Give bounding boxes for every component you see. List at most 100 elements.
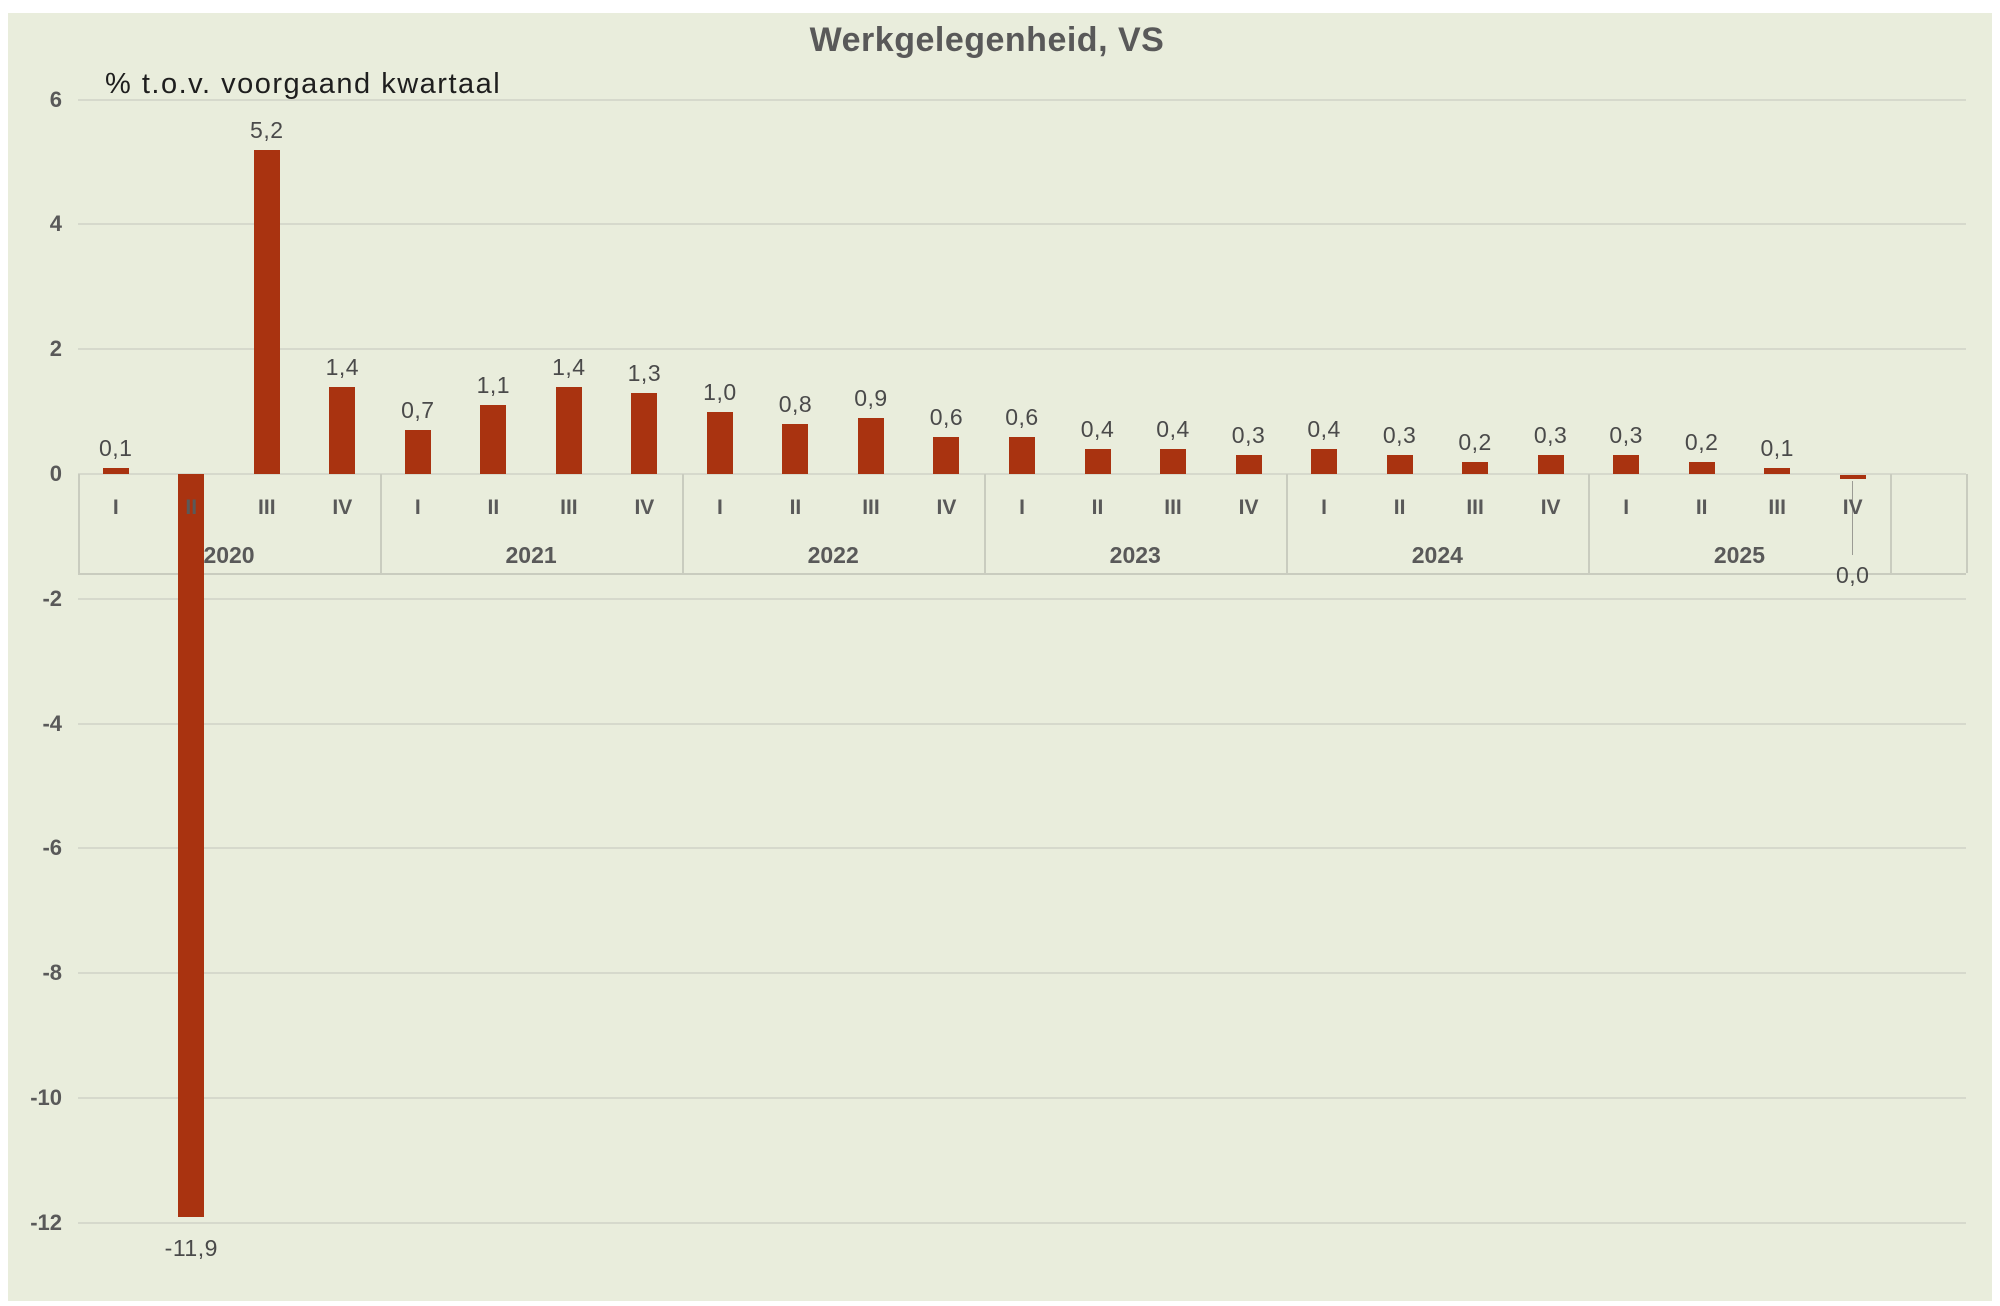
category-box-line-vertical [1890,474,1892,573]
y-tick-label--6: -6 [42,835,62,861]
chart-panel-background [8,13,1992,1301]
gridline-y--6 [78,847,1966,850]
gridline-y--10 [78,1097,1966,1099]
year-label-2020: 2020 [203,542,255,568]
gridline-y-0 [78,473,1966,475]
y-tick-label-6: 6 [49,86,62,112]
bar-label-2024-I: 0,4 [1307,416,1341,443]
x-tick-2024-III: III [1466,496,1484,519]
bar-2025-II [1688,461,1715,474]
x-tick-2023-II: II [1091,496,1104,519]
bar-2023-IV [1235,455,1262,474]
x-tick-2022-III: III [862,496,880,519]
bar-2025-I [1613,455,1640,474]
bar-2023-I [1009,436,1035,474]
y-tick-label-2: 2 [49,336,62,362]
x-tick-2022-II: II [789,496,802,519]
bar-2020-I [102,467,129,474]
bar-label-2025-I: 0,3 [1609,422,1643,449]
x-tick-2021-II: II [487,496,500,519]
x-tick-2020-IV: IV [332,496,353,519]
x-tick-2025-I: I [1623,496,1630,519]
gridline-y-4 [78,223,1966,226]
category-box-line-vertical [1286,474,1288,573]
bar-label-2025-IV: 0,0 [1835,562,1870,588]
bar-2024-I [1311,449,1338,474]
bar-2025-III [1764,467,1791,474]
bar-2021-I [404,430,431,474]
bar-label-2025-II: 0,2 [1684,428,1719,455]
bar-2022-III [857,417,884,474]
bar-label-2020-II: -11,9 [164,1234,218,1261]
bar-label-2023-II: 0,4 [1080,416,1115,443]
y-tick-label--2: -2 [42,585,62,611]
bar-label-2025-III: 0,1 [1760,434,1794,461]
x-tick-2020-III: III [258,496,276,519]
x-tick-2021-III: III [560,496,578,519]
category-box-line-vertical [1966,474,1968,573]
x-tick-2020-II: II [185,496,198,519]
bar-label-2022-III: 0,9 [854,384,888,411]
y-tick-label--4: -4 [42,710,62,736]
gridline-y-6 [78,98,1966,101]
bar-2024-IV [1537,455,1564,474]
x-tick-2021-I: I [414,496,421,519]
year-label-2022: 2022 [807,542,859,568]
bar-label-2023-III: 0,4 [1156,416,1190,443]
bar-label-2020-I: 0,1 [99,434,133,461]
gridline-y--2 [78,597,1966,600]
bar-2020-II [178,474,205,1217]
category-box-line-vertical [380,474,382,573]
bar-label-2023-I: 0,6 [1005,403,1039,430]
bar-label-2020-IV: 1,4 [325,353,360,380]
category-box-line-vertical [682,474,684,573]
x-tick-2022-I: I [716,496,723,519]
bar-label-2022-II: 0,8 [778,391,813,418]
gridline-y--8 [78,972,1966,975]
bar-2022-I [706,411,733,474]
bar-2020-IV [329,386,356,474]
category-box-line-bottom [78,573,1966,575]
bar-2020-III [253,149,280,474]
year-label-2021: 2021 [505,542,557,568]
x-tick-2023-III: III [1164,496,1182,519]
x-tick-2024-I: I [1321,496,1327,519]
bar-label-2024-IV: 0,3 [1533,422,1568,449]
y-tick-label--10: -10 [30,1085,62,1110]
bar-2024-II [1386,455,1413,474]
x-tick-2024-IV: IV [1540,496,1561,519]
bar-2024-III [1462,461,1489,474]
bar-2025-IV [1839,475,1866,479]
y-axis-note: % t.o.v. voorgaand kwartaal [105,68,502,100]
category-box-line-vertical [984,474,986,573]
bar-2022-II [782,424,809,474]
bar-label-2020-III: 5,2 [250,116,284,143]
x-tick-2020-I: I [112,496,119,519]
year-label-2023: 2023 [1109,542,1161,568]
bar-label-2024-II: 0,3 [1382,422,1417,449]
bar-label-2023-IV: 0,3 [1231,422,1266,449]
x-tick-2022-IV: IV [936,496,957,519]
y-tick-label-4: 4 [49,211,62,237]
y-tick-label--12: -12 [30,1209,62,1235]
gridline-y--12 [78,1221,1966,1224]
bar-label-2021-I: 0,7 [401,397,435,424]
x-tick-2023-IV: IV [1238,496,1259,519]
chart-title: Werkgelegenheid, VS [809,21,1165,59]
bar-label-2021-II: 1,1 [476,372,511,399]
y-tick-label-0: 0 [49,461,62,486]
bar-label-2024-III: 0,2 [1458,428,1492,455]
x-tick-2024-II: II [1393,496,1406,519]
x-tick-2025-II: II [1695,496,1708,519]
category-box-line-vertical [1588,474,1590,573]
bar-label-2022-IV: 0,6 [929,403,964,430]
bar-2023-III [1160,449,1187,474]
gridline-y--4 [78,722,1966,725]
bar-label-2022-I: 1,0 [703,378,737,405]
bar-2021-II [480,405,507,474]
x-tick-2025-III: III [1768,496,1786,519]
category-box-line-vertical [78,474,80,573]
bar-label-2021-III: 1,4 [552,353,586,380]
